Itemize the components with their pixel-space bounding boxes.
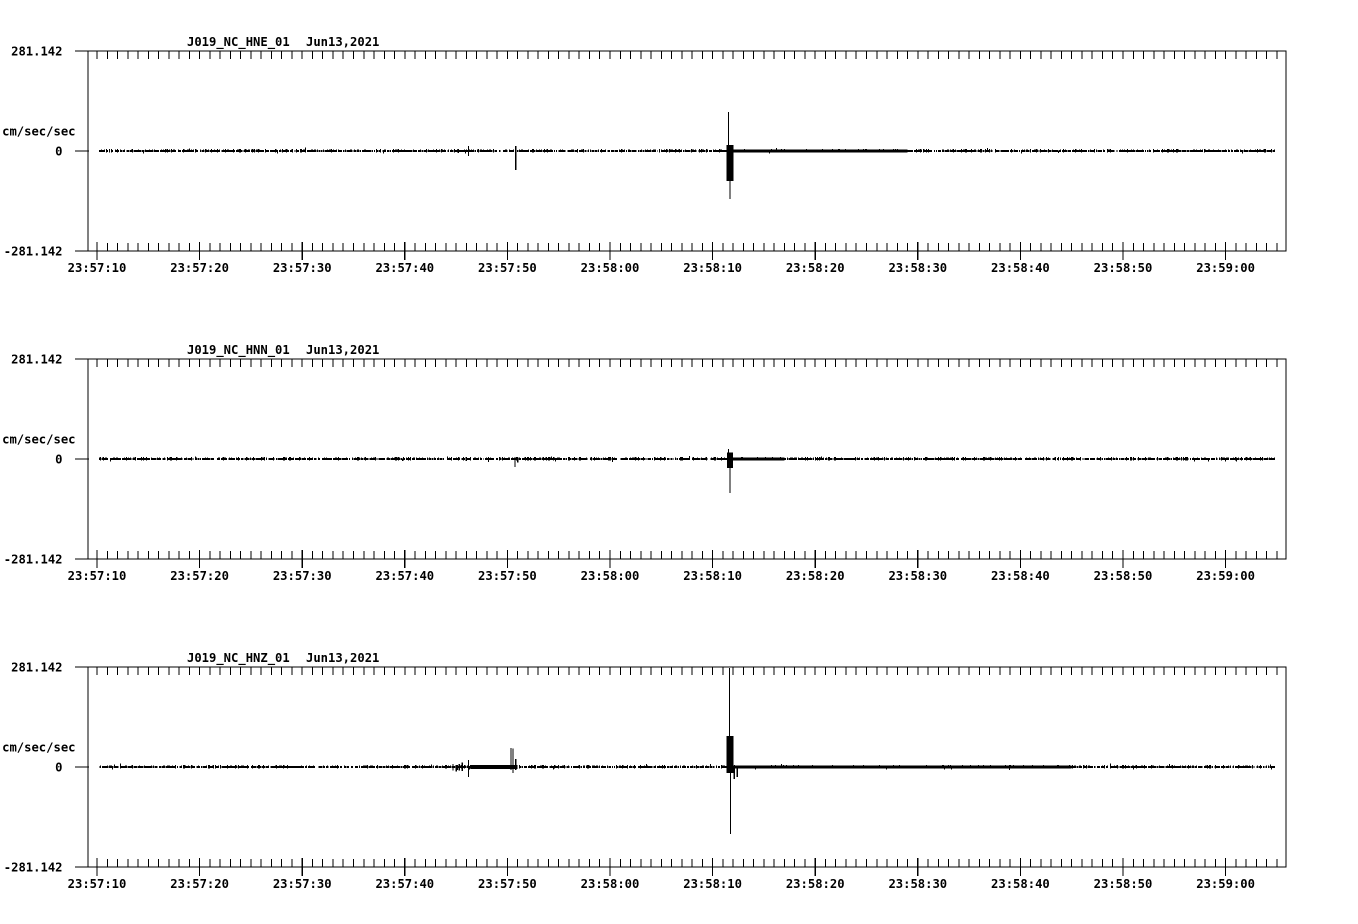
- panel-HNE-x-tick-label-7: 23:58:20: [786, 261, 845, 275]
- panel-HNZ-title-station: J019_NC_HNZ_01: [187, 651, 290, 666]
- panel-HNN-x-tick-label-10: 23:58:50: [1094, 569, 1153, 583]
- panel-HNE-x-tick-label-9: 23:58:40: [991, 261, 1050, 275]
- panel-HNN-y-ticks: [75, 358, 89, 560]
- panel-HNN-y-units-label: cm/sec/sec: [2, 433, 75, 447]
- panel-HNZ-bottom-ticks: [96, 858, 1278, 876]
- panel-HNE-y-min-label: -281.142: [4, 245, 63, 259]
- panel-HNN-y-min-label: -281.142: [4, 553, 63, 567]
- panel-HNE-bottom-ticks: [96, 242, 1278, 260]
- panel-HNE-y-max-label: 281.142: [11, 45, 62, 59]
- panel-HNN-x-tick-label-4: 23:57:50: [478, 569, 537, 583]
- panel-HNZ-x-tick-label-0: 23:57:10: [68, 877, 127, 891]
- panel-HNZ-title-date: Jun13,2021: [306, 651, 379, 665]
- panel-HNZ-x-tick-label-7: 23:58:20: [786, 877, 845, 891]
- panel-HNE-x-tick-label-8: 23:58:30: [888, 261, 947, 275]
- panel-HNZ-x-tick-label-6: 23:58:10: [683, 877, 742, 891]
- panel-HNE-x-tick-label-10: 23:58:50: [1094, 261, 1153, 275]
- panel-HNE-top-ticks: [96, 51, 1278, 59]
- panel-HNZ-y-max-label: 281.142: [11, 661, 62, 675]
- panel-HNN-dense-segment-0: [733, 457, 785, 461]
- panel-HNN-noise-trace: [99, 456, 1275, 462]
- panel-HNN-y-zero-label: 0: [55, 453, 62, 467]
- panel-HNE: J019_NC_HNE_01 Jun13,2021 281.142 cm/sec/se…: [2, 35, 1287, 275]
- panel-HNE-x-tick-label-5: 23:58:00: [581, 261, 640, 275]
- panel-HNE-title-date: Jun13,2021: [306, 35, 379, 49]
- panel-HNN-x-tick-label-8: 23:58:30: [888, 569, 947, 583]
- panel-HNE-y-ticks: [75, 50, 89, 252]
- panel-HNE-x-tick-label-2: 23:57:30: [273, 261, 332, 275]
- panel-HNN-title-station: J019_NC_HNN_01: [187, 343, 290, 358]
- panel-HNE-y-zero-label: 0: [55, 145, 62, 159]
- panel-HNZ-x-tick-label-1: 23:57:20: [170, 877, 229, 891]
- panel-HNN-title-date: Jun13,2021: [306, 343, 379, 357]
- panel-HNZ-dense-segment-1: [733, 765, 1072, 769]
- panel-HNZ-x-tick-label-9: 23:58:40: [991, 877, 1050, 891]
- panel-HNZ-y-ticks: [75, 666, 89, 868]
- panel-HNZ-x-tick-label-2: 23:57:30: [273, 877, 332, 891]
- panel-HNZ-x-tick-label-4: 23:57:50: [478, 877, 537, 891]
- panel-HNN-x-tick-label-7: 23:58:20: [786, 569, 845, 583]
- panel-HNN-x-tick-label-6: 23:58:10: [683, 569, 742, 583]
- panel-HNZ-y-min-label: -281.142: [4, 861, 63, 875]
- panel-HNN-x-tick-label-11: 23:59:00: [1196, 569, 1255, 583]
- panel-HNN-x-tick-label-2: 23:57:30: [273, 569, 332, 583]
- panel-HNN-x-tick-label-1: 23:57:20: [170, 569, 229, 583]
- panel-HNE-dense-segment-0: [733, 149, 908, 153]
- panel-HNZ-x-tick-label-3: 23:57:40: [375, 877, 434, 891]
- panel-HNZ-y-units-label: cm/sec/sec: [2, 741, 75, 755]
- panel-HNE-title-station: J019_NC_HNE_01: [187, 35, 290, 50]
- panel-HNE-noise-trace: [99, 147, 1275, 154]
- panel-HNE-x-tick-label-6: 23:58:10: [683, 261, 742, 275]
- panel-HNN-y-max-label: 281.142: [11, 353, 62, 367]
- panel-HNN-x-tick-label-0: 23:57:10: [68, 569, 127, 583]
- panel-HNN: J019_NC_HNN_01 Jun13,2021 281.142 cm/sec/se…: [2, 343, 1287, 583]
- panel-HNZ-x-tick-label-10: 23:58:50: [1094, 877, 1153, 891]
- panel-HNZ-dense-segment-0: [470, 764, 518, 770]
- panel-HNN-bottom-ticks: [96, 550, 1278, 568]
- panel-HNE-x-tick-label-0: 23:57:10: [68, 261, 127, 275]
- panel-HNN-x-tick-label-3: 23:57:40: [375, 569, 434, 583]
- panel-HNE-x-tick-label-1: 23:57:20: [170, 261, 229, 275]
- panel-HNZ-y-zero-label: 0: [55, 761, 62, 775]
- panel-HNN-x-tick-label-5: 23:58:00: [581, 569, 640, 583]
- panel-HNE-y-units-label: cm/sec/sec: [2, 125, 75, 139]
- panel-HNZ-x-tick-label-11: 23:59:00: [1196, 877, 1255, 891]
- panel-HNE-x-tick-label-4: 23:57:50: [478, 261, 537, 275]
- panel-HNN-x-tick-label-9: 23:58:40: [991, 569, 1050, 583]
- panel-HNN-top-ticks: [96, 359, 1278, 367]
- panel-HNZ: J019_NC_HNZ_01 Jun13,2021 281.142 cm/sec/se…: [2, 651, 1287, 891]
- panel-HNE-x-tick-label-11: 23:59:00: [1196, 261, 1255, 275]
- panel-HNZ-x-tick-label-8: 23:58:30: [888, 877, 947, 891]
- panel-HNE-x-tick-label-3: 23:57:40: [375, 261, 434, 275]
- panel-HNZ-top-ticks: [96, 667, 1278, 675]
- panel-HNZ-noise-trace: [99, 763, 1275, 770]
- panel-HNZ-x-tick-label-5: 23:58:00: [581, 877, 640, 891]
